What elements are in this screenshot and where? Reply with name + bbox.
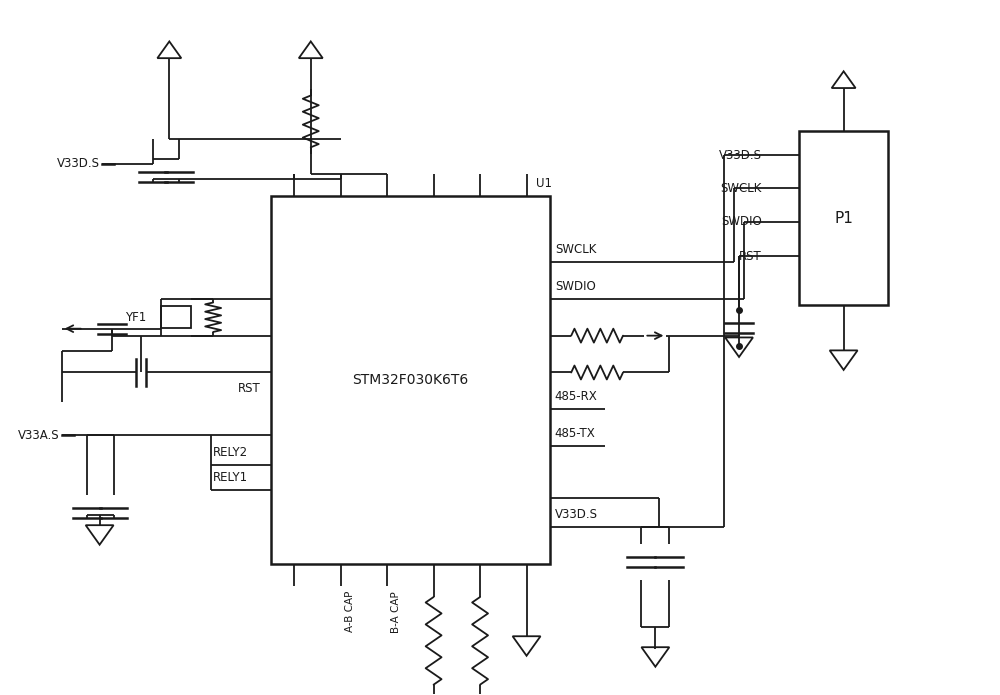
Text: RELY1: RELY1	[213, 471, 248, 484]
Text: V33D.S: V33D.S	[719, 149, 762, 162]
Text: SWDIO: SWDIO	[721, 215, 762, 228]
Text: A-B CAP: A-B CAP	[345, 591, 355, 632]
Text: 485-TX: 485-TX	[555, 427, 596, 440]
Text: 485-RX: 485-RX	[555, 391, 598, 403]
Text: B-A CAP: B-A CAP	[391, 591, 401, 632]
Text: SWCLK: SWCLK	[721, 182, 762, 195]
Text: P1: P1	[834, 211, 853, 225]
Text: YF1: YF1	[125, 311, 146, 324]
Bar	[161, 306, 191, 328]
Text: SWDIO: SWDIO	[555, 280, 596, 293]
Text: V33A.S: V33A.S	[18, 429, 60, 441]
Text: RST: RST	[739, 250, 762, 263]
Text: U1: U1	[536, 177, 552, 190]
Bar	[799, 131, 888, 305]
Text: SWCLK: SWCLK	[555, 243, 596, 256]
Text: RST: RST	[238, 382, 261, 395]
Text: V33D.S: V33D.S	[555, 508, 598, 521]
Text: V33D.S: V33D.S	[57, 157, 100, 170]
Text: STM32F030K6T6: STM32F030K6T6	[352, 373, 468, 387]
Bar	[271, 195, 550, 564]
Text: RELY2: RELY2	[213, 445, 248, 459]
